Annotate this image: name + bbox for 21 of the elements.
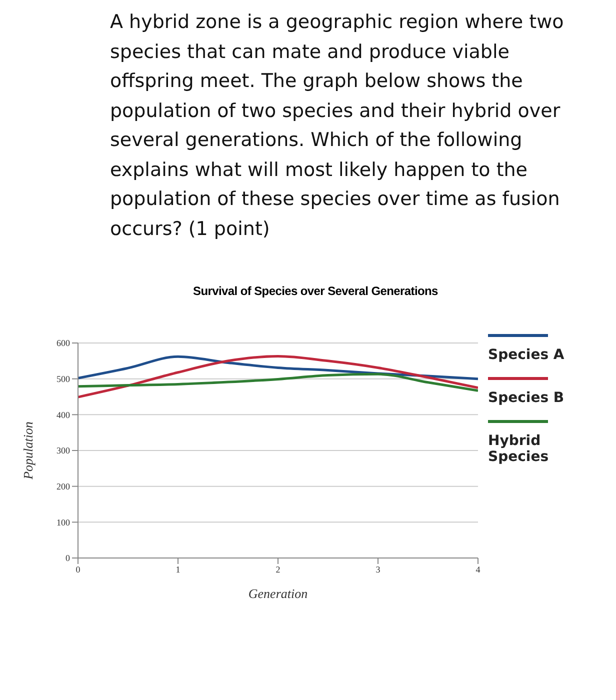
y-tick-label: 200 [56,482,70,492]
legend-label: Species A [488,347,566,363]
y-tick-label: 0 [66,553,70,564]
text: A hybrid zone is a geographic region where two species that can mate and produce viable offspring meet. The graph below shows the population of two species and their hybrid over several generations. Which of the following explains what will most likely happen to the population of these species over time as fusion occurs? (1 point) [110,10,565,242]
x-tick-label: 3 [376,564,381,574]
y-tick-label: 100 [56,517,70,528]
y-tick-label: 600 [56,338,70,348]
line-series [78,355,478,398]
x-tick-label: 4 [476,564,481,574]
legend-label: Hybrid Species [488,433,550,465]
line-series [78,372,478,392]
y-axis-title: Population [20,422,36,480]
x-axis-title: Generation [248,586,308,601]
chart-title: Survival of Species over Several Generations [193,284,439,298]
y-tick-label: 500 [56,374,70,384]
y-tick-label: 400 [56,410,70,420]
x-tick-label: 0 [76,564,81,574]
x-tick-label: 1 [176,564,180,574]
legend-label: Species B [488,390,566,406]
y-tick-label: 300 [56,446,70,456]
x-tick-label: 2 [276,564,280,574]
